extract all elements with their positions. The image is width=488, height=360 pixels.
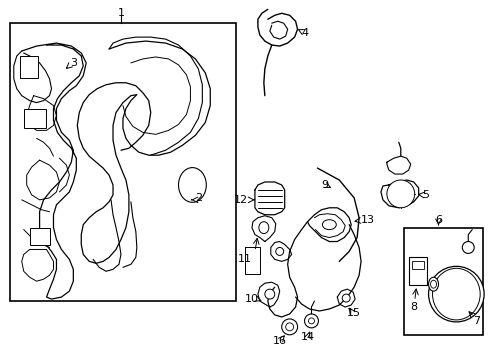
Text: 5: 5 <box>421 190 428 200</box>
Ellipse shape <box>429 280 436 288</box>
Circle shape <box>342 294 349 302</box>
Circle shape <box>264 289 274 299</box>
Text: 13: 13 <box>360 215 374 225</box>
Circle shape <box>427 266 483 322</box>
Text: 12: 12 <box>233 195 247 205</box>
Circle shape <box>461 242 473 253</box>
Text: 2: 2 <box>194 193 202 203</box>
Text: 7: 7 <box>472 316 479 326</box>
Bar <box>403 228 482 335</box>
Bar <box>408 257 426 285</box>
Circle shape <box>281 319 297 335</box>
Text: 8: 8 <box>409 302 416 312</box>
Bar <box>30 228 49 246</box>
Ellipse shape <box>178 168 206 202</box>
Circle shape <box>285 323 293 331</box>
Ellipse shape <box>427 277 438 291</box>
Text: 11: 11 <box>238 255 251 264</box>
Bar <box>20 56 38 78</box>
Text: 6: 6 <box>434 215 441 225</box>
Bar <box>411 261 423 269</box>
Bar <box>24 109 45 129</box>
Text: 1: 1 <box>117 8 124 18</box>
Circle shape <box>386 180 414 208</box>
Text: 3: 3 <box>70 58 77 68</box>
Circle shape <box>275 247 283 255</box>
Circle shape <box>392 186 408 202</box>
Circle shape <box>304 314 318 328</box>
Text: 4: 4 <box>300 28 307 38</box>
Circle shape <box>308 318 314 324</box>
Ellipse shape <box>258 222 268 234</box>
Bar <box>10 23 236 301</box>
Text: 9: 9 <box>320 180 327 190</box>
Ellipse shape <box>432 268 479 320</box>
Ellipse shape <box>322 220 336 230</box>
Text: 14: 14 <box>300 332 314 342</box>
Text: 16: 16 <box>272 336 286 346</box>
Text: 10: 10 <box>244 294 259 304</box>
Text: 15: 15 <box>346 308 361 318</box>
